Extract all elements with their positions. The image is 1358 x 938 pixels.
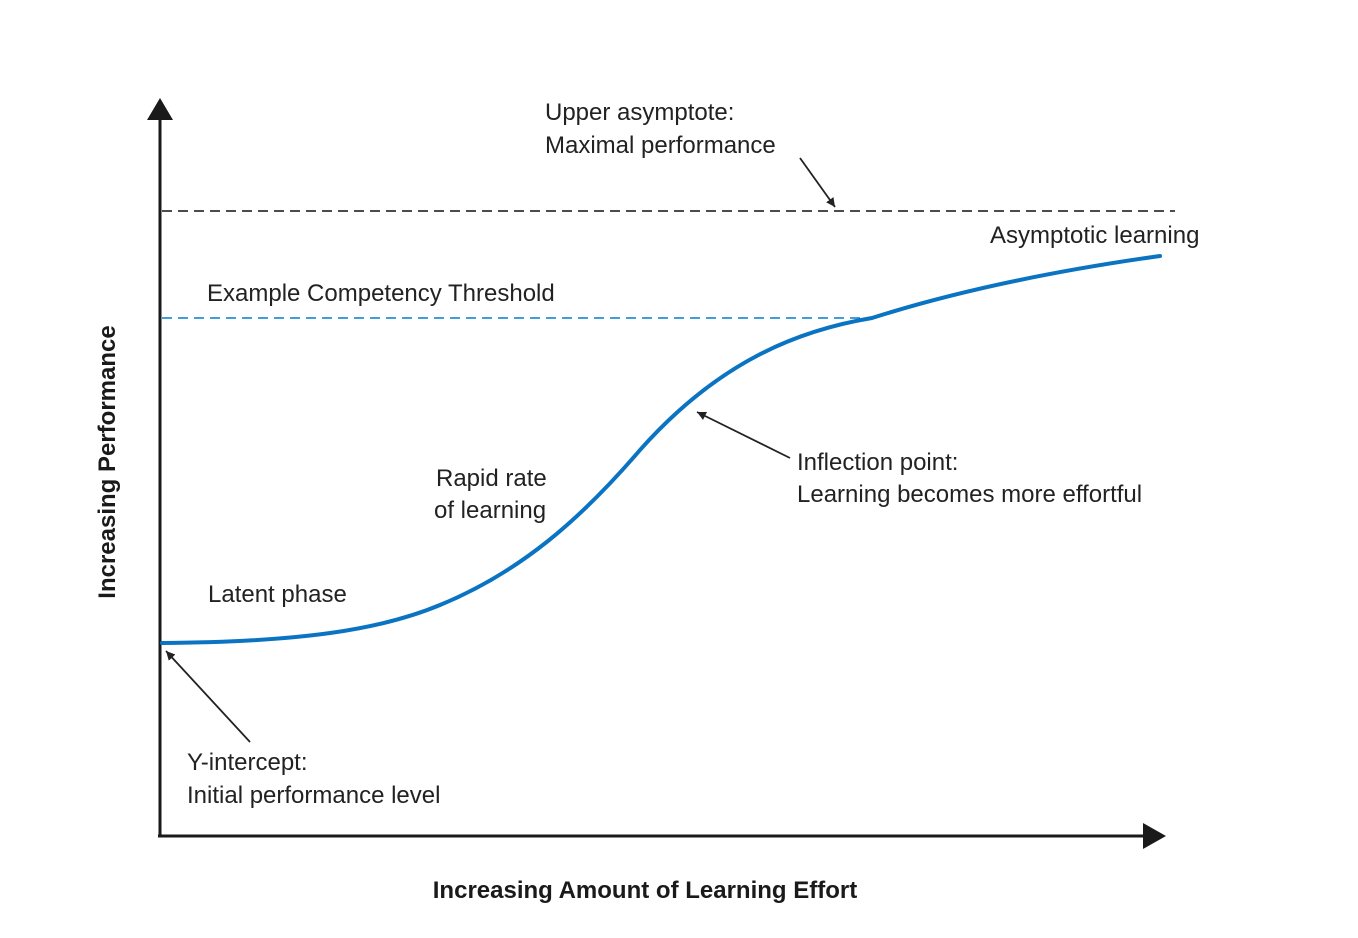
inflection-pointer-arrow [696,411,791,459]
asymptotic-learning-label: Asymptotic learning [990,222,1199,249]
upper-asymptote-label: Upper asymptote: Maximal performance [545,99,776,159]
y-axis-title: Increasing Performance [94,325,121,598]
x-axis-arrowhead-icon [1143,823,1166,849]
learning-curve [160,254,1162,645]
rapid-rate-label: Rapid rate of learning [434,465,553,524]
y-axis-arrowhead-icon [147,98,173,120]
competency-threshold-label: Example Competency Threshold [207,280,555,307]
asymptote-pointer-arrow [799,157,836,208]
latent-phase-label: Latent phase [208,581,347,608]
y-intercept-pointer-arrow [165,650,251,743]
y-intercept-label: Y-intercept: Initial performance level [187,749,440,809]
x-axis-title: Increasing Amount of Learning Effort [433,877,857,904]
inflection-point-label: Inflection point: Learning becomes more … [797,449,1142,508]
